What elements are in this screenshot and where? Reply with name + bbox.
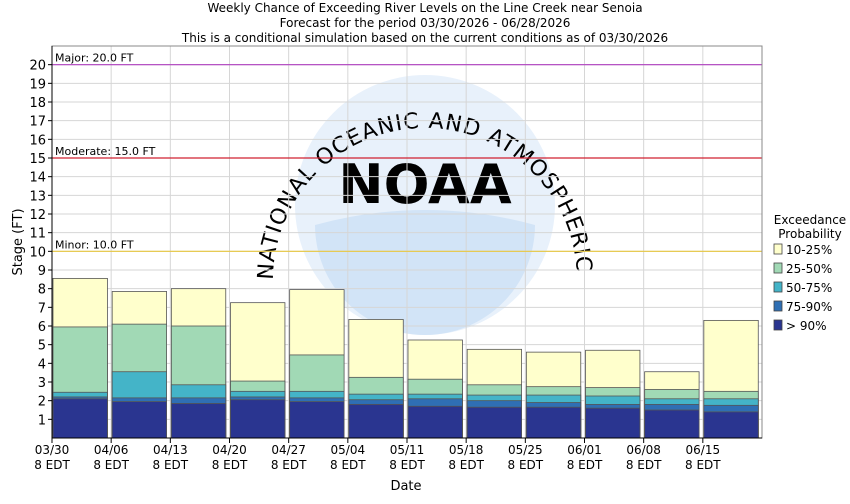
y-tick-label: 11 [29,227,46,242]
y-tick-label: 20 [29,59,46,74]
x-tick-label-date: 06/15 [686,443,721,457]
y-tick-label: 6 [38,320,46,335]
bar-segment [111,401,167,439]
legend-label: 10-25% [786,243,832,257]
legend-swatch [773,262,783,274]
bar-segment [289,401,345,439]
x-tick-label-date: 04/20 [212,443,247,457]
y-tick-label: 9 [38,264,46,279]
legend-swatch [773,319,783,331]
x-axis-title: Date [390,479,421,494]
watermark-noaa-text: NOAA [338,153,511,216]
chart-title-line: Forecast for the period 03/30/2026 - 06/… [280,16,571,30]
y-tick-label: 4 [38,357,46,372]
flood-level-label: Major: 20.0 FT [55,52,134,65]
y-axis-title: Stage (FT) [11,208,26,275]
bar-stack [466,348,522,439]
bar-stack [407,339,463,439]
y-tick-label: 17 [29,115,46,130]
legend-label: 25-50% [786,262,832,276]
y-tick-label: 5 [38,339,46,354]
legend-swatch [773,243,783,255]
legend-title: Probability [778,227,841,241]
legend-swatch [773,300,783,312]
x-tick-label-time: 8 EDT [389,458,425,472]
bar-segment [407,405,463,439]
bar-stack [170,288,227,439]
y-tick-label: 13 [29,189,46,204]
legend-title: Exceedance [774,213,846,227]
x-tick-label-date: 06/08 [626,443,661,457]
x-tick-label-date: 05/18 [449,443,484,457]
bar-segment [585,407,641,439]
bar-segment [348,403,404,439]
chart-title: Weekly Chance of Exceeding River Levels … [181,1,668,45]
x-tick-label-time: 8 EDT [508,458,544,472]
bar-stack [703,319,759,439]
x-tick-label-date: 05/04 [331,443,366,457]
bar-stack [52,277,108,439]
legend-swatch [773,281,783,293]
x-tick-label-date: 04/27 [271,443,306,457]
legend-label: > 90% [786,319,827,333]
y-tick-label: 18 [29,96,46,111]
bar-stack [644,371,700,439]
bar-segment [170,403,227,439]
flood-level-label: Minor: 10.0 FT [55,238,134,251]
legend-label: 50-75% [786,281,832,295]
x-tick-label-time: 8 EDT [448,458,484,472]
y-tick-label: 12 [29,208,46,223]
bar-stack [525,351,582,439]
y-tick-label: 16 [29,133,46,148]
x-tick-label-date: 04/13 [153,443,188,457]
bar-stacks [52,277,759,439]
y-tick-label: 14 [29,171,46,186]
flood-level-label: Moderate: 15.0 FT [55,145,156,158]
x-tick-label-time: 8 EDT [212,458,248,472]
y-tick-label: 19 [29,77,46,92]
flood-level-lines: Major: 20.0 FT Moderate: 15.0 FT Minor: 10… [52,52,762,252]
bar-segment [644,409,700,439]
legend-label: 75-90% [786,300,832,314]
grid-lines [51,46,763,438]
chart-title-line: Weekly Chance of Exceeding River Levels … [207,1,642,15]
x-tick-label-time: 8 EDT [626,458,662,472]
bar-segment [230,399,286,439]
bar-segment [466,406,522,439]
watermark-wave [315,210,535,335]
x-tick-label-date: 06/01 [567,443,602,457]
x-tick-label-time: 8 EDT [330,458,366,472]
x-tick-label-time: 8 EDT [685,458,721,472]
y-tick-label: 8 [38,283,46,298]
x-tick-label-date: 05/25 [508,443,543,457]
bar-segment [52,398,108,439]
x-tick-label-time: 8 EDT [153,458,189,472]
x-tick-label-time: 8 EDT [34,458,70,472]
y-tick-label: 1 [38,413,46,428]
bar-stack [230,302,286,439]
y-tick-label: 2 [38,395,46,410]
y-tick-label: 7 [38,301,46,316]
x-tick-label-date: 03/30 [35,443,70,457]
y-tick-label: 3 [38,376,46,391]
bar-stack [111,291,167,439]
chart-title-line: This is a conditional simulation based o… [181,31,668,45]
bar-segment [703,411,759,439]
y-tick-label: 15 [29,152,46,167]
x-tick-label-date: 05/11 [390,443,425,457]
bar-segment [525,406,582,439]
bar-stack [585,349,641,439]
y-tick-label: 10 [29,245,46,260]
bar-stack [289,289,345,439]
x-tick-label-time: 8 EDT [567,458,603,472]
x-tick-label-time: 8 EDT [271,458,307,472]
bar-stack [348,319,404,439]
x-tick-label-time: 8 EDT [93,458,129,472]
x-tick-label-date: 04/06 [94,443,129,457]
